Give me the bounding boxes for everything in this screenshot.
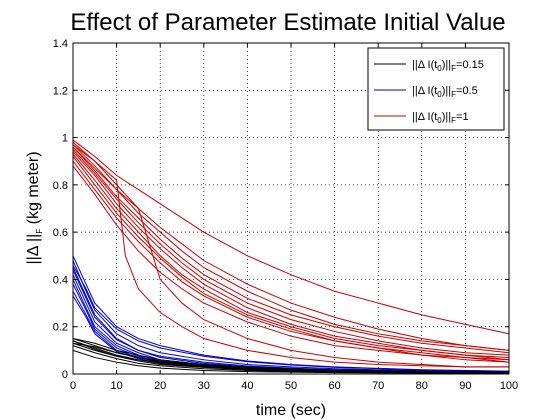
x-tick-label: 50 <box>285 380 297 392</box>
x-axis-label: time (sec) <box>256 402 326 419</box>
x-tick-label: 80 <box>416 380 428 392</box>
x-tick-label: 10 <box>110 380 122 392</box>
y-tick-label: 1.4 <box>53 38 68 50</box>
series-line <box>72 149 510 356</box>
y-tick-label: 0.6 <box>53 227 68 239</box>
y-tick-label: 1.2 <box>53 85 68 97</box>
series-line <box>72 141 510 351</box>
x-tick-label: 30 <box>198 380 210 392</box>
y-tick-label: 0 <box>62 369 68 381</box>
y-tick-label: 0.4 <box>53 274 68 286</box>
x-tick-label: 70 <box>372 380 384 392</box>
legend-label: ||Δ I(t0)||F=1 <box>412 111 469 125</box>
series-line <box>72 255 510 372</box>
legend-label: ||Δ I(t0)||F=0.5 <box>412 85 478 99</box>
series-line <box>72 146 509 368</box>
series-line <box>72 269 510 373</box>
y-axis-label: ||Δ ||F (kg meter) <box>25 151 44 264</box>
y-tick-label: 0.8 <box>53 180 68 192</box>
series-line <box>72 139 510 335</box>
series-line <box>72 264 510 372</box>
x-tick-label: 90 <box>459 380 471 392</box>
x-tick-label: 20 <box>154 380 166 392</box>
chart-title: Effect of Parameter Estimate Initial Val… <box>70 9 505 36</box>
series-layer <box>72 139 510 374</box>
series-line <box>72 342 510 373</box>
x-tick-label: 100 <box>500 380 518 392</box>
tick-layer: 0 10 20 30 40 50 60 70 80 90 100 0 0.2 0.4 0.6 0.8 1 1.2 1… <box>53 38 518 392</box>
x-tick-label: 40 <box>241 380 253 392</box>
series-line <box>72 144 509 368</box>
y-tick-label: 0.2 <box>53 322 68 334</box>
legend: ||Δ I(t0)||F=0.15 ||Δ I(t0)||F=0.5 ||Δ I(t… <box>367 47 505 131</box>
series-line <box>72 260 510 373</box>
x-tick-label: 0 <box>70 380 76 392</box>
series-line <box>72 156 510 361</box>
legend-label: ||Δ I(t0)||F=0.15 <box>412 59 484 73</box>
series-line <box>72 144 510 351</box>
x-tick-label: 60 <box>328 380 340 392</box>
y-tick-label: 1 <box>62 133 68 145</box>
series-line <box>72 165 510 363</box>
series-line <box>72 146 510 354</box>
